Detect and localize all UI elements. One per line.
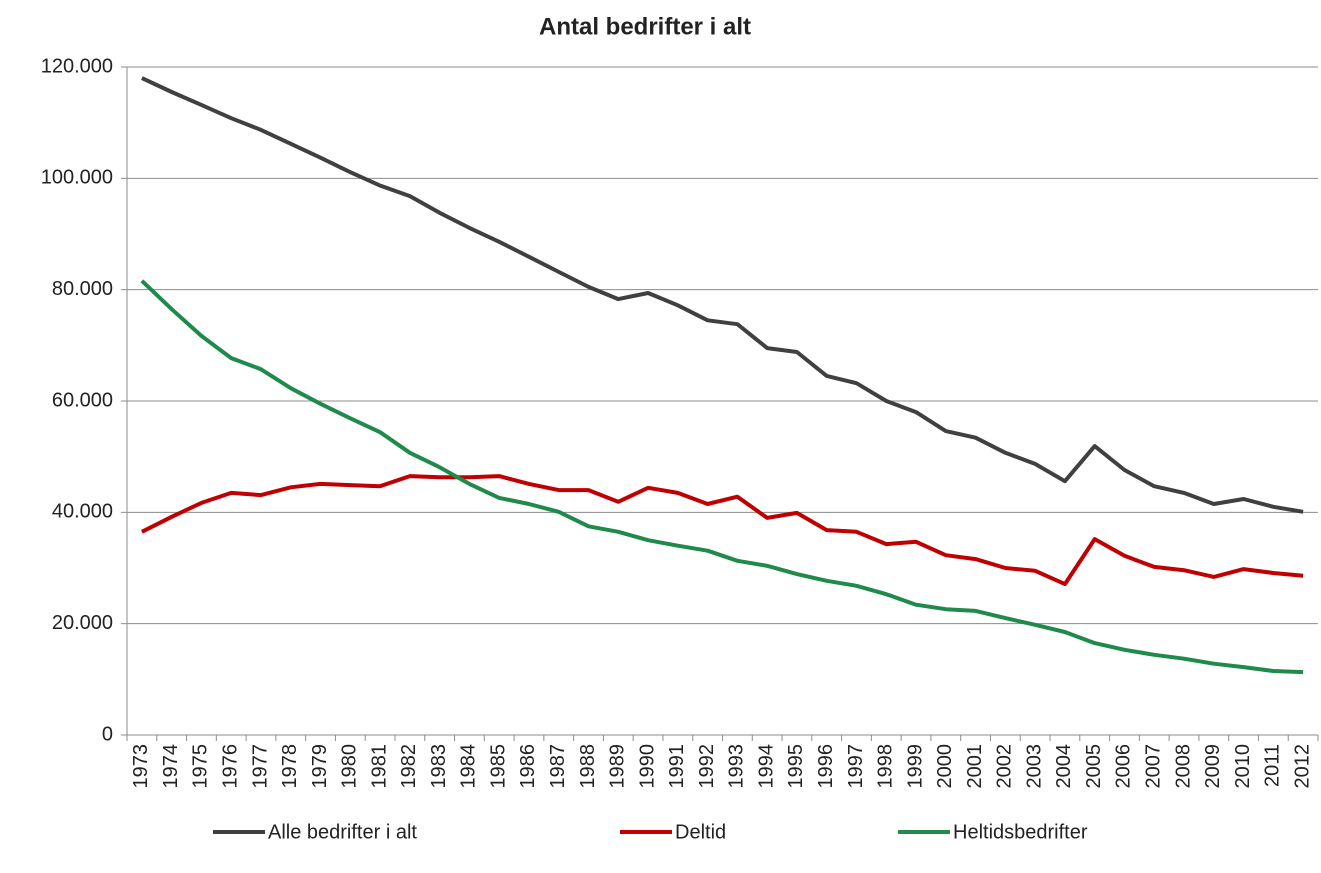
x-tick-label: 1997 [845, 744, 867, 789]
x-tick-label: 2011 [1262, 744, 1284, 787]
x-tick-label: 2012 [1291, 744, 1313, 789]
x-tick-label: 1993 [726, 744, 748, 789]
x-tick-label: 1983 [428, 744, 450, 789]
x-tick-label: 2002 [994, 744, 1016, 789]
x-tick-label: 2009 [1202, 744, 1224, 789]
x-tick-label: 1992 [696, 744, 718, 789]
x-tick-label: 2007 [1143, 744, 1165, 789]
legend-label: Deltid [675, 821, 726, 843]
x-tick-label: 1985 [487, 744, 509, 789]
x-tick-label: 1981 [368, 744, 390, 789]
x-tick-label: 1989 [607, 744, 629, 789]
x-tick-label: 1984 [458, 744, 480, 789]
x-tick-label: 1973 [130, 744, 152, 789]
x-tick-label: 1991 [666, 744, 688, 789]
x-tick-label: 1998 [875, 744, 897, 789]
x-tick-label: 2006 [1113, 744, 1135, 789]
x-tick-label: 2005 [1083, 744, 1105, 789]
legend-label: Heltidsbedrifter [953, 821, 1088, 843]
x-tick-label: 2003 [1023, 744, 1045, 789]
x-tick-label: 1979 [309, 744, 331, 789]
series-line [141, 474, 1304, 587]
y-tick-label: 0 [102, 723, 113, 745]
series-line [141, 76, 1304, 514]
x-tick-label: 1990 [636, 744, 658, 789]
y-tick-label: 80.000 [52, 278, 113, 300]
x-tick-label: 2004 [1053, 744, 1075, 789]
x-tick-label: 1987 [547, 744, 569, 789]
y-tick-label: 120.000 [41, 55, 113, 77]
chart-title: Antal bedrifter i alt [539, 13, 751, 40]
x-tick-label: 1988 [577, 744, 599, 789]
y-tick-label: 40.000 [52, 501, 113, 523]
x-tick-label: 1974 [160, 744, 182, 789]
legend-label: Alle bedrifter i alt [268, 821, 417, 843]
x-tick-label: 1996 [815, 744, 837, 789]
y-tick-label: 100.000 [41, 167, 113, 189]
x-tick-label: 2000 [934, 744, 956, 789]
x-tick-label: 1977 [249, 744, 271, 789]
x-tick-label: 2010 [1232, 744, 1254, 789]
y-tick-label: 20.000 [52, 612, 113, 634]
series-line [140, 279, 1304, 675]
y-tick-label: 60.000 [52, 389, 113, 411]
x-tick-label: 1976 [219, 744, 241, 789]
x-tick-label: 1982 [398, 744, 420, 789]
x-tick-label: 2008 [1172, 744, 1194, 789]
x-tick-label: 1999 [904, 744, 926, 789]
x-tick-label: 1995 [785, 744, 807, 789]
x-tick-label: 2001 [964, 744, 986, 789]
x-tick-label: 1978 [279, 744, 301, 789]
x-tick-label: 1986 [517, 744, 539, 789]
x-tick-label: 1994 [755, 744, 777, 789]
x-tick-label: 1975 [190, 744, 212, 789]
x-tick-label: 1980 [339, 744, 361, 789]
